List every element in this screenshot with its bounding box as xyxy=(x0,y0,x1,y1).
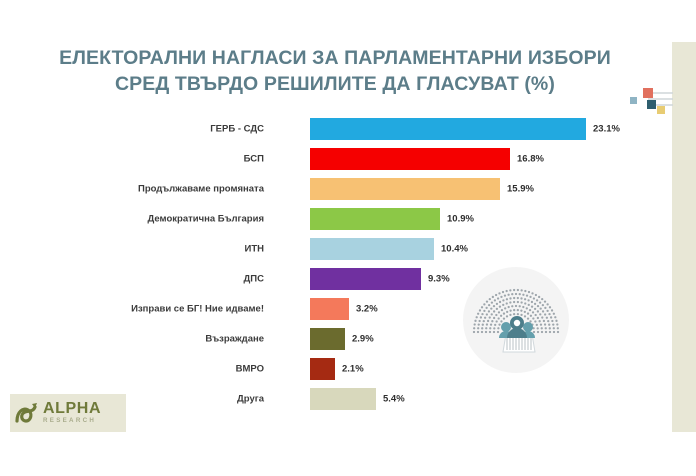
bar xyxy=(310,148,510,170)
bar-category-label: ВМРО xyxy=(235,363,264,375)
bar-row: ИТН 10.4% xyxy=(0,238,660,260)
bar xyxy=(310,298,349,320)
bar-row: Демократична България 10.9% xyxy=(0,208,660,230)
bar xyxy=(310,118,586,140)
bar xyxy=(310,268,421,290)
bar-track: 3.2% xyxy=(310,298,660,320)
bar-value-label: 3.2% xyxy=(356,303,378,315)
bar-track: 5.4% xyxy=(310,388,660,410)
bar-track: 16.8% xyxy=(310,148,660,170)
bar-row: Друга 5.4% xyxy=(0,388,660,410)
bar-category-label: ГЕРБ - СДС xyxy=(210,123,264,135)
bar-value-label: 10.9% xyxy=(447,213,474,225)
logo-wordmark: ALPHA xyxy=(43,400,102,418)
bar-track: 15.9% xyxy=(310,178,660,200)
bar-row: Продължаваме промяната 15.9% xyxy=(0,178,660,200)
chart-title-line-1: ЕЛЕКТОРАЛНИ НАГЛАСИ ЗА ПАРЛАМЕНТАРНИ ИЗБ… xyxy=(59,47,611,69)
bar-row: ГЕРБ - СДС 23.1% xyxy=(0,118,660,140)
bar-track: 2.1% xyxy=(310,358,660,380)
bar xyxy=(310,328,345,350)
alpha-research-logo: ALPHA RESEARCH xyxy=(10,394,126,432)
bar-value-label: 5.4% xyxy=(383,393,405,405)
bar-category-label: ИТН xyxy=(244,243,265,255)
bar-value-label: 16.8% xyxy=(517,153,544,165)
bar-row: ВМРО 2.1% xyxy=(0,358,660,380)
bar-track: 10.9% xyxy=(310,208,660,230)
bar-value-label: 9.3% xyxy=(428,273,450,285)
bar-value-label: 2.1% xyxy=(342,363,364,375)
bar-category-label: Демократична България xyxy=(147,213,264,225)
chart-title-line-2: СРЕД ТВЪРДО РЕШИЛИТЕ ДА ГЛАСУВАТ (%) xyxy=(115,72,555,95)
bar xyxy=(310,358,335,380)
parliament-hemicycle-watermark-icon xyxy=(462,266,570,374)
bar-category-label: Възраждане xyxy=(205,333,264,345)
bar-value-label: 2.9% xyxy=(352,333,374,345)
bar-chart: ГЕРБ - СДС 23.1% БСП 16.8% Продължаваме пром… xyxy=(0,118,660,410)
bar-row: БСП 16.8% xyxy=(0,148,660,170)
bar-row: ДПС 9.3% xyxy=(0,268,660,290)
bar-value-label: 23.1% xyxy=(593,123,620,135)
bar-track: 2.9% xyxy=(310,328,660,350)
bar-category-label: ДПС xyxy=(243,273,264,285)
bar xyxy=(310,238,434,260)
bar-value-label: 10.4% xyxy=(441,243,468,255)
bar-category-label: Продължаваме промяната xyxy=(137,183,264,195)
bar xyxy=(310,388,376,410)
bar xyxy=(310,208,440,230)
bar-row: Изправи се БГ! Ние идваме! 3.2% xyxy=(0,298,660,320)
bar-row: Възраждане 2.9% xyxy=(0,328,660,350)
chart-title: ЕЛЕКТОРАЛНИ НАГЛАСИ ЗА ПАРЛАМЕНТАРНИ ИЗБ… xyxy=(30,46,640,97)
bar xyxy=(310,178,500,200)
right-edge-strip xyxy=(672,42,696,432)
bar-category-label: БСП xyxy=(243,153,264,165)
bar-category-label: Друга xyxy=(237,393,264,405)
bar-track: 9.3% xyxy=(310,268,660,290)
alpha-mark-icon xyxy=(14,401,40,425)
bar-track: 23.1% xyxy=(310,118,660,140)
decorative-chart-motif-icon xyxy=(626,84,676,122)
bar-track: 10.4% xyxy=(310,238,660,260)
bar-value-label: 15.9% xyxy=(507,183,534,195)
logo-subtitle: RESEARCH xyxy=(43,417,97,425)
bar-category-label: Изправи се БГ! Ние идваме! xyxy=(131,303,264,315)
